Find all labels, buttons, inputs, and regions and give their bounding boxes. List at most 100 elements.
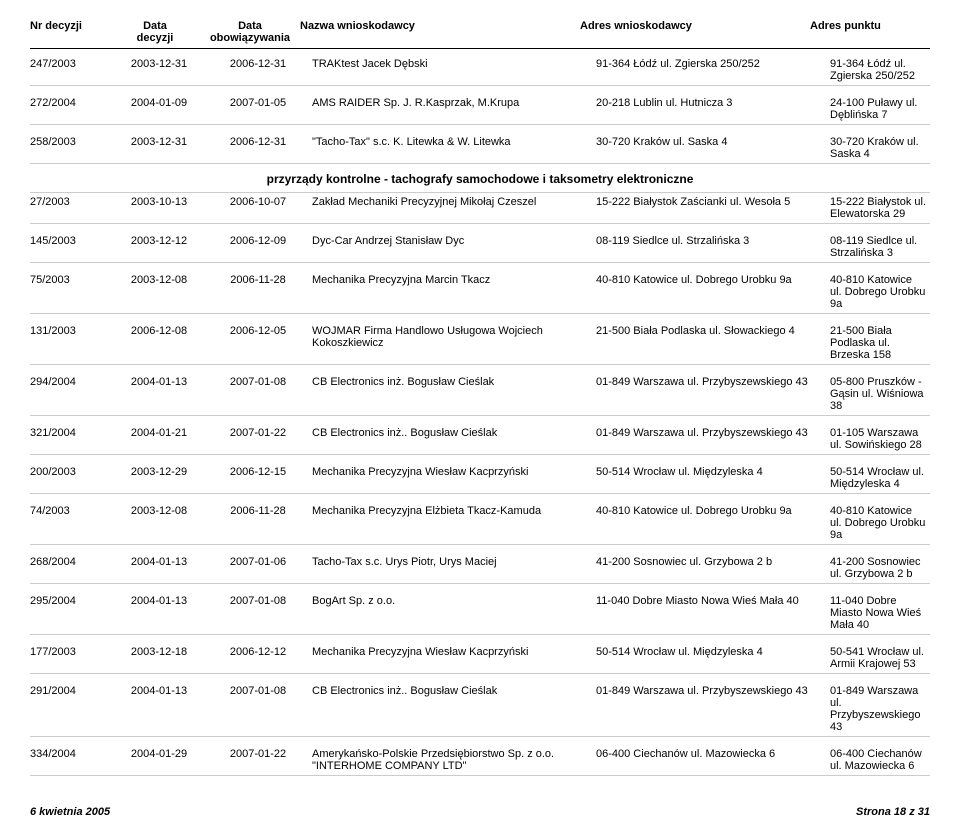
table-row: 334/20042004-01-292007-01-22Amerykańsko-… (30, 745, 930, 776)
cell-nazwa: Mechanika Precyzyjna Marcin Tkacz (312, 274, 596, 286)
cell-adres1: 01-849 Warszawa ul. Przybyszewskiego 43 (596, 685, 830, 697)
cell-adres2: 40-810 Katowice ul. Dobrego Urobku 9a (830, 505, 930, 541)
cell-data1: 2003-12-31 (114, 58, 208, 70)
cell-data1: 2004-01-13 (114, 556, 208, 568)
cell-adres1: 40-810 Katowice ul. Dobrego Urobku 9a (596, 274, 830, 286)
cell-data2: 2006-10-07 (208, 196, 312, 208)
cell-data2: 2006-12-31 (208, 58, 312, 70)
cell-data1: 2003-12-31 (114, 136, 208, 148)
table-row: 321/20042004-01-212007-01-22CB Electroni… (30, 424, 930, 455)
header-data2: Data obowiązywania (200, 20, 300, 44)
table-row: 177/20032003-12-182006-12-12Mechanika Pr… (30, 643, 930, 674)
cell-adres2: 05-800 Pruszków - Gąsin ul. Wiśniowa 38 (830, 376, 930, 412)
cell-data1: 2003-12-08 (114, 505, 208, 517)
cell-adres2: 24-100 Puławy ul. Dęblińska 7 (830, 97, 930, 121)
cell-adres2: 15-222 Białystok ul. Elewatorska 29 (830, 196, 930, 220)
cell-nr: 27/2003 (30, 196, 114, 208)
cell-nazwa: CB Electronics inż.. Bogusław Cieślak (312, 685, 596, 697)
table-row: 200/20032003-12-292006-12-15Mechanika Pr… (30, 463, 930, 494)
cell-data2: 2006-12-09 (208, 235, 312, 247)
cell-adres1: 01-849 Warszawa ul. Przybyszewskiego 43 (596, 427, 830, 439)
header-nazwa: Nazwa wnioskodawcy (300, 20, 580, 44)
header-data1: Data decyzji (110, 20, 200, 44)
cell-data1: 2004-01-29 (114, 748, 208, 760)
cell-nazwa: Zakład Mechaniki Precyzyjnej Mikołaj Cze… (312, 196, 596, 208)
cell-adres2: 01-849 Warszawa ul. Przybyszewskiego 43 (830, 685, 930, 733)
header-nr: Nr decyzji (30, 20, 110, 44)
cell-nazwa: TRAKtest Jacek Dębski (312, 58, 596, 70)
cell-data2: 2006-12-31 (208, 136, 312, 148)
cell-nr: 145/2003 (30, 235, 114, 247)
section2-rows: 27/20032003-10-132006-10-07Zakład Mechan… (30, 193, 930, 776)
table-row: 295/20042004-01-132007-01-08BogArt Sp. z… (30, 592, 930, 635)
table-row: 247/20032003-12-312006-12-31TRAKtest Jac… (30, 55, 930, 86)
footer-date: 6 kwietnia 2005 (30, 806, 110, 818)
cell-adres1: 11-040 Dobre Miasto Nowa Wieś Mała 40 (596, 595, 830, 607)
cell-nazwa: Amerykańsko-Polskie Przedsiębiorstwo Sp.… (312, 748, 596, 772)
cell-data2: 2007-01-08 (208, 376, 312, 388)
table-row: 75/20032003-12-082006-11-28Mechanika Pre… (30, 271, 930, 314)
cell-data2: 2006-11-28 (208, 505, 312, 517)
cell-data1: 2003-12-08 (114, 274, 208, 286)
cell-adres2: 11-040 Dobre Miasto Nowa Wieś Mała 40 (830, 595, 930, 631)
cell-nr: 177/2003 (30, 646, 114, 658)
table-row: 74/20032003-12-082006-11-28Mechanika Pre… (30, 502, 930, 545)
cell-adres2: 21-500 Biała Podlaska ul. Brzeska 158 (830, 325, 930, 361)
cell-data1: 2004-01-13 (114, 376, 208, 388)
cell-nr: 321/2004 (30, 427, 114, 439)
cell-adres1: 06-400 Ciechanów ul. Mazowiecka 6 (596, 748, 830, 760)
cell-adres1: 41-200 Sosnowiec ul. Grzybowa 2 b (596, 556, 830, 568)
cell-nazwa: "Tacho-Tax" s.c. K. Litewka & W. Litewka (312, 136, 596, 148)
cell-nr: 131/2003 (30, 325, 114, 337)
cell-data2: 2007-01-08 (208, 685, 312, 697)
cell-adres1: 21-500 Biała Podlaska ul. Słowackiego 4 (596, 325, 830, 337)
cell-data1: 2004-01-13 (114, 595, 208, 607)
footer-page: Strona 18 z 31 (856, 806, 930, 818)
cell-nazwa: AMS RAIDER Sp. J. R.Kasprzak, M.Krupa (312, 97, 596, 109)
cell-nr: 247/2003 (30, 58, 114, 70)
cell-adres2: 08-119 Siedlce ul. Strzalińska 3 (830, 235, 930, 259)
cell-nr: 295/2004 (30, 595, 114, 607)
cell-data1: 2004-01-13 (114, 685, 208, 697)
cell-nr: 268/2004 (30, 556, 114, 568)
cell-data1: 2003-10-13 (114, 196, 208, 208)
cell-data1: 2004-01-21 (114, 427, 208, 439)
cell-data2: 2007-01-05 (208, 97, 312, 109)
section-title: przyrządy kontrolne - tachografy samocho… (30, 164, 930, 193)
cell-data1: 2003-12-12 (114, 235, 208, 247)
cell-nr: 272/2004 (30, 97, 114, 109)
cell-data1: 2004-01-09 (114, 97, 208, 109)
table-row: 145/20032003-12-122006-12-09Dyc-Car Andr… (30, 232, 930, 263)
cell-nazwa: WOJMAR Firma Handlowo Usługowa Wojciech … (312, 325, 596, 349)
cell-adres1: 01-849 Warszawa ul. Przybyszewskiego 43 (596, 376, 830, 388)
cell-nazwa: CB Electronics inż. Bogusław Cieślak (312, 376, 596, 388)
page-footer: 6 kwietnia 2005 Strona 18 z 31 (30, 806, 930, 818)
cell-nazwa: Dyc-Car Andrzej Stanisław Dyc (312, 235, 596, 247)
cell-data2: 2006-11-28 (208, 274, 312, 286)
cell-nr: 74/2003 (30, 505, 114, 517)
cell-adres2: 91-364 Łódź ul. Zgierska 250/252 (830, 58, 930, 82)
cell-adres1: 20-218 Lublin ul. Hutnicza 3 (596, 97, 830, 109)
cell-data2: 2007-01-06 (208, 556, 312, 568)
cell-nazwa: Tacho-Tax s.c. Urys Piotr, Urys Maciej (312, 556, 596, 568)
cell-nazwa: Mechanika Precyzyjna Wiesław Kacprzyński (312, 646, 596, 658)
cell-data2: 2006-12-15 (208, 466, 312, 478)
cell-adres2: 50-541 Wrocław ul. Armii Krajowej 53 (830, 646, 930, 670)
cell-adres2: 01-105 Warszawa ul. Sowińskiego 28 (830, 427, 930, 451)
cell-data2: 2006-12-05 (208, 325, 312, 337)
table-row: 27/20032003-10-132006-10-07Zakład Mechan… (30, 193, 930, 224)
cell-adres2: 40-810 Katowice ul. Dobrego Urobku 9a (830, 274, 930, 310)
cell-nazwa: Mechanika Precyzyjna Wiesław Kacprzyński (312, 466, 596, 478)
cell-nr: 75/2003 (30, 274, 114, 286)
table-row: 268/20042004-01-132007-01-06Tacho-Tax s.… (30, 553, 930, 584)
table-header: Nr decyzji Data decyzji Data obowiązywan… (30, 20, 930, 49)
table-row: 258/20032003-12-312006-12-31"Tacho-Tax" … (30, 133, 930, 164)
cell-adres1: 50-514 Wrocław ul. Międzyleska 4 (596, 646, 830, 658)
cell-adres2: 41-200 Sosnowiec ul. Grzybowa 2 b (830, 556, 930, 580)
table-row: 131/20032006-12-082006-12-05WOJMAR Firma… (30, 322, 930, 365)
cell-adres2: 30-720 Kraków ul. Saska 4 (830, 136, 930, 160)
cell-nr: 258/2003 (30, 136, 114, 148)
table-row: 272/20042004-01-092007-01-05AMS RAIDER S… (30, 94, 930, 125)
cell-data1: 2003-12-18 (114, 646, 208, 658)
cell-adres2: 50-514 Wrocław ul. Międzyleska 4 (830, 466, 930, 490)
